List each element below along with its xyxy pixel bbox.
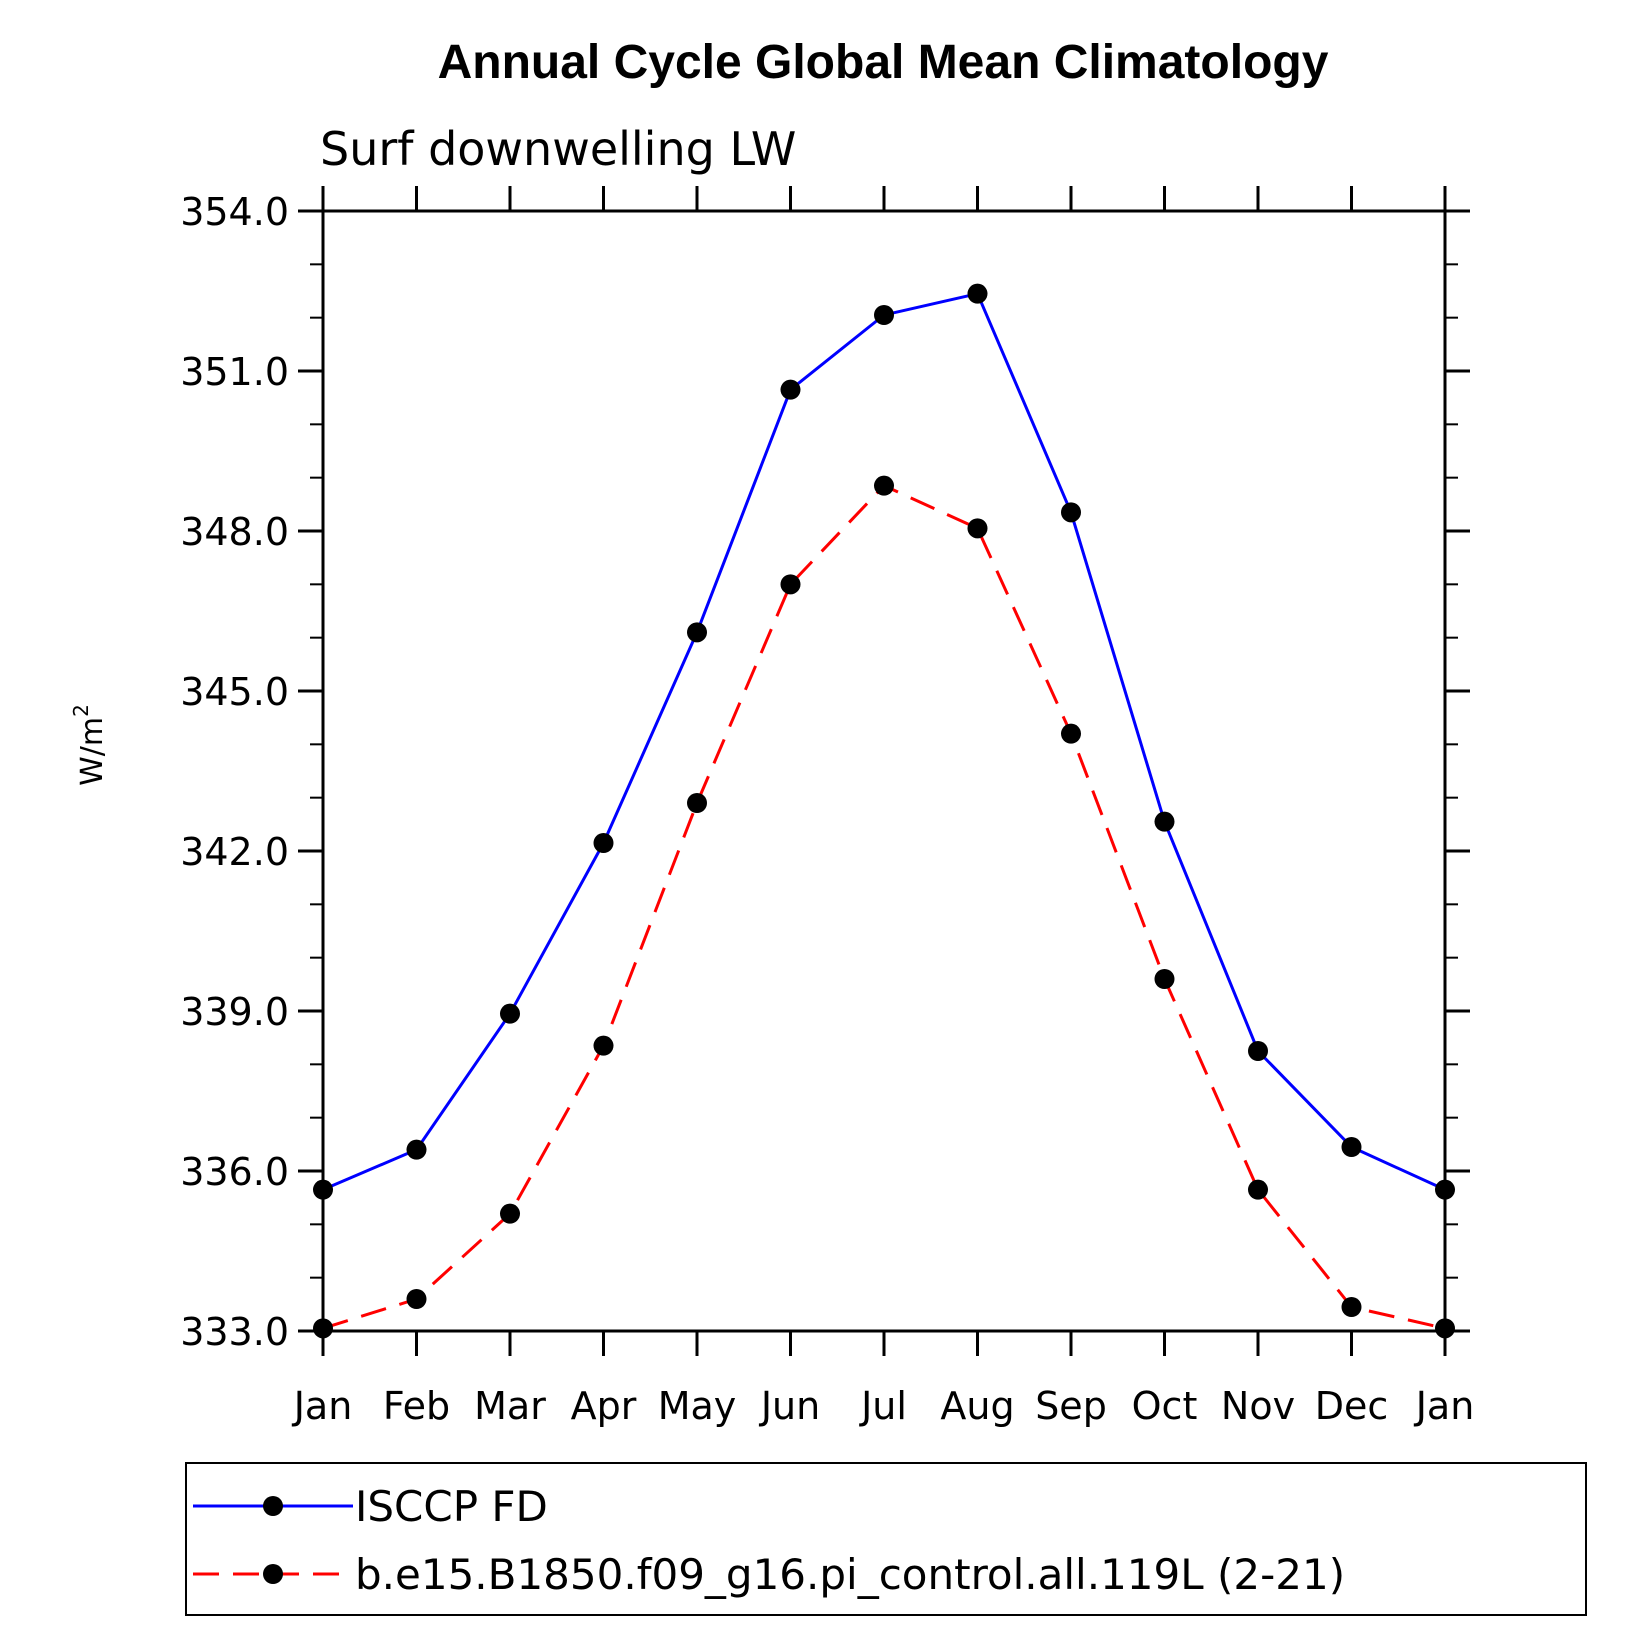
data-point (967, 283, 988, 304)
x-tick-label: Aug (940, 1384, 1014, 1428)
data-point (780, 379, 801, 400)
x-tick-label: Oct (1132, 1384, 1198, 1428)
data-point (1154, 969, 1175, 989)
x-tick-label: Dec (1315, 1384, 1389, 1428)
data-point (593, 833, 614, 853)
data-point (967, 518, 988, 539)
data-point (1435, 1318, 1455, 1339)
series-1 (313, 475, 1455, 1339)
x-tick-label: Nov (1221, 1384, 1295, 1428)
x-tick-label: Sep (1035, 1384, 1107, 1428)
data-point (1435, 1179, 1455, 1200)
y-tick-labels: 333.0 336.0 339.0 342.0 345.0 348.0 351.0 354.0 (180, 190, 289, 1354)
data-point (500, 1203, 520, 1224)
chart-subtitle: Surf downwelling LW (320, 122, 796, 176)
data-point (313, 1179, 333, 1200)
series-line (322, 292, 1446, 1192)
legend-box (185, 1462, 1587, 1616)
data-point (406, 1139, 427, 1160)
y-axis-label-superscript: 2 (69, 704, 93, 717)
y-tick-label: 333.0 (180, 1310, 289, 1354)
data-point (1061, 723, 1081, 744)
x-tick-label: Feb (383, 1384, 450, 1428)
data-point (1341, 1137, 1362, 1157)
data-point (406, 1289, 427, 1309)
y-tick-label: 351.0 (180, 350, 289, 394)
x-tick-label: Jan (1414, 1384, 1475, 1428)
y-tick-label: 354.0 (180, 190, 289, 234)
plot-frame (321, 209, 1447, 1333)
data-point (874, 475, 894, 496)
series-line (322, 484, 1446, 1330)
axis-ticks (298, 186, 1470, 1356)
y-tick-label: 345.0 (180, 670, 289, 714)
data-point (313, 1318, 333, 1339)
data-point (1248, 1041, 1268, 1061)
legend-label: b.e15.B1850.f09_g16.pi_control.all.119L … (355, 1550, 1345, 1599)
legend-label: ISCCP FD (355, 1482, 548, 1531)
data-point (687, 793, 707, 813)
y-tick-label: 339.0 (180, 990, 289, 1034)
x-tick-label: Jul (859, 1384, 907, 1428)
svg-text:W/m2: W/m2 (69, 704, 110, 786)
data-point (1061, 502, 1081, 523)
y-axis-label-text: W/m (75, 717, 110, 786)
x-tick-label: May (658, 1384, 737, 1428)
data-point (593, 1035, 614, 1056)
y-tick-label: 342.0 (180, 830, 289, 874)
y-axis-label: W/m2 (69, 704, 110, 786)
data-point (780, 574, 801, 595)
x-tick-label: Mar (474, 1384, 546, 1428)
x-tick-labels: Jan Feb Mar Apr May Jun Jul Aug Sep Oct Nov Dec Jan (292, 1384, 1475, 1428)
legend-marker (263, 1564, 283, 1584)
x-tick-label: Jun (759, 1384, 820, 1428)
legend: ISCCP FD b.e15.B1850.f09_g16.pi_control.a… (185, 1462, 1587, 1616)
plot-border (321, 209, 1447, 1333)
data-point (874, 305, 894, 325)
x-tick-label: Apr (571, 1384, 637, 1428)
data-point (1248, 1179, 1268, 1200)
chart-title: Annual Cycle Global Mean Climatology (438, 36, 1329, 89)
data-point (1154, 811, 1175, 832)
y-tick-label: 336.0 (180, 1150, 289, 1194)
series-0 (313, 283, 1455, 1200)
legend-marker (263, 1496, 283, 1516)
data-point (687, 622, 707, 643)
y-tick-label: 348.0 (180, 510, 289, 554)
series-layer (313, 283, 1455, 1339)
data-point (1341, 1297, 1362, 1317)
data-point (500, 1003, 520, 1024)
x-tick-label: Jan (292, 1384, 353, 1428)
